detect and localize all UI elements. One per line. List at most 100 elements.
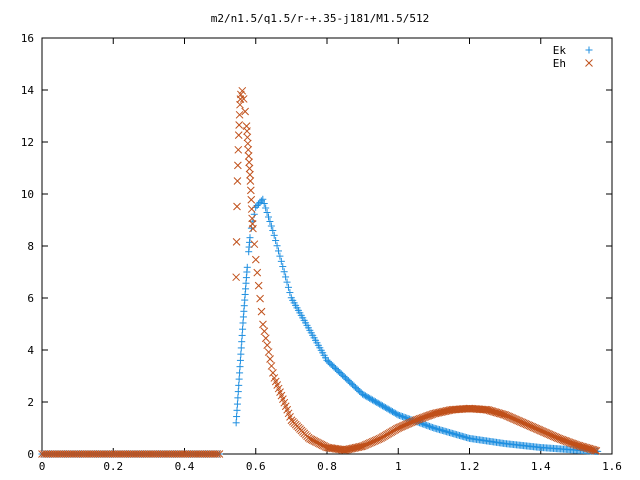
data-point-cross	[267, 362, 276, 370]
data-point-plus	[377, 401, 385, 409]
data-point-plus	[235, 381, 243, 389]
data-point-cross	[498, 410, 507, 419]
data-point-plus	[234, 394, 242, 402]
data-point-plus	[256, 198, 264, 206]
data-point-plus	[279, 263, 287, 271]
data-point-plus	[232, 419, 240, 427]
data-point-plus	[391, 409, 399, 417]
data-point-cross	[243, 133, 252, 142]
data-point-plus	[386, 406, 394, 414]
data-point-cross	[247, 205, 256, 213]
data-point-plus	[428, 423, 436, 431]
data-point-cross	[422, 412, 431, 421]
data-point-cross	[554, 434, 562, 442]
y-tick-label: 14	[21, 84, 35, 97]
data-point-plus	[381, 403, 389, 411]
data-point-plus	[280, 268, 288, 276]
data-point-cross	[492, 408, 501, 417]
data-point-cross	[357, 442, 366, 451]
data-point-plus	[423, 421, 431, 429]
data-point-cross	[257, 307, 266, 316]
data-point-cross	[497, 409, 505, 418]
data-point-cross	[569, 440, 578, 448]
data-point-cross	[583, 444, 592, 453]
data-point-plus	[400, 413, 408, 421]
data-point-plus	[286, 289, 294, 297]
data-point-cross	[235, 121, 244, 129]
data-point-plus	[379, 402, 387, 410]
data-point-plus	[270, 231, 278, 239]
y-tick-label: 10	[21, 188, 34, 201]
data-point-plus	[259, 195, 267, 203]
data-point-cross	[411, 416, 420, 425]
y-tick-label: 6	[27, 292, 34, 305]
data-point-cross	[491, 408, 500, 416]
data-point-cross	[246, 170, 254, 179]
data-point-cross	[260, 327, 269, 336]
data-point-cross	[566, 438, 575, 447]
data-point-cross	[575, 441, 584, 450]
data-point-cross	[261, 334, 270, 343]
data-point-plus	[373, 398, 381, 406]
data-point-cross	[574, 441, 582, 450]
data-point-plus	[273, 242, 281, 250]
data-point-cross	[487, 407, 495, 415]
data-point-cross	[234, 161, 242, 170]
data-point-cross	[243, 139, 252, 148]
data-point-cross	[233, 202, 241, 211]
data-point-cross	[592, 447, 601, 455]
data-point-cross	[589, 446, 598, 454]
data-point-cross	[244, 152, 253, 160]
data-point-plus	[266, 218, 274, 226]
data-point-cross	[321, 442, 330, 451]
data-point-cross	[263, 341, 272, 350]
data-point-cross	[256, 294, 264, 303]
data-point-cross	[488, 407, 497, 416]
data-point-cross	[238, 86, 247, 95]
data-point-cross	[250, 240, 259, 249]
data-point-plus	[243, 263, 251, 271]
data-point-cross	[572, 441, 581, 449]
data-point-plus	[376, 400, 384, 408]
data-point-cross	[269, 369, 277, 377]
data-point-plus	[238, 338, 246, 346]
data-point-cross	[417, 414, 425, 423]
data-point-plus	[236, 356, 244, 364]
data-point-plus	[366, 394, 374, 402]
x-tick-label: 1.6	[602, 460, 622, 473]
data-point-cross	[412, 416, 421, 424]
data-point-plus	[371, 398, 379, 406]
data-point-plus	[388, 408, 396, 416]
data-point-cross	[246, 177, 255, 185]
data-point-plus	[427, 423, 435, 431]
data-point-cross	[425, 411, 434, 420]
data-point-cross	[418, 413, 427, 422]
data-point-plus	[390, 408, 398, 416]
data-point-cross	[420, 413, 428, 422]
data-point-cross	[232, 237, 241, 246]
data-point-cross	[246, 186, 255, 195]
data-point-cross	[254, 281, 263, 290]
data-point-plus	[234, 388, 242, 396]
data-point-cross	[586, 445, 595, 453]
data-point-plus	[238, 331, 246, 339]
y-tick-label: 8	[27, 240, 34, 253]
data-point-plus	[265, 213, 273, 221]
data-point-plus	[262, 204, 270, 212]
y-tick-label: 2	[27, 396, 34, 409]
data-point-plus	[246, 234, 254, 242]
x-tick-label: 0.4	[175, 460, 195, 473]
data-point-plus	[393, 410, 401, 418]
data-point-plus	[233, 406, 241, 414]
data-point-plus	[426, 422, 434, 430]
data-point-plus	[424, 422, 432, 430]
data-point-cross	[499, 410, 508, 419]
legend-label-eh: Eh	[553, 57, 566, 70]
data-point-plus	[239, 325, 247, 333]
data-point-plus	[585, 46, 593, 54]
data-point-plus	[396, 411, 404, 419]
data-point-plus	[380, 403, 388, 411]
series-eh	[38, 86, 601, 458]
